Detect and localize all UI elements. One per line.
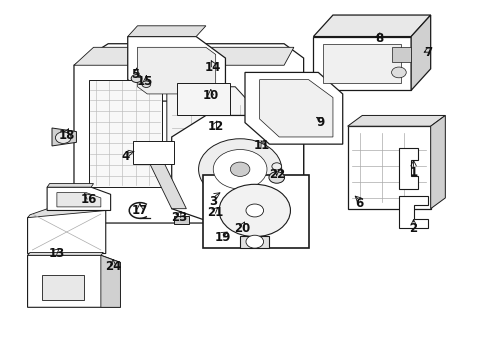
Circle shape — [392, 67, 406, 78]
Polygon shape — [411, 15, 431, 90]
Polygon shape — [57, 193, 101, 207]
Circle shape — [142, 81, 151, 87]
Polygon shape — [128, 26, 206, 37]
Text: 22: 22 — [269, 168, 285, 181]
Polygon shape — [27, 255, 121, 307]
Polygon shape — [174, 216, 189, 224]
Polygon shape — [128, 37, 225, 101]
Polygon shape — [101, 255, 121, 307]
Circle shape — [246, 235, 264, 248]
Text: 18: 18 — [58, 129, 75, 142]
Polygon shape — [431, 116, 445, 209]
Polygon shape — [133, 140, 174, 164]
Text: 6: 6 — [356, 197, 364, 210]
Text: 14: 14 — [205, 60, 221, 73]
Text: 12: 12 — [208, 120, 224, 133]
Polygon shape — [74, 47, 294, 65]
Circle shape — [230, 162, 250, 176]
Polygon shape — [323, 44, 401, 83]
Polygon shape — [47, 187, 111, 211]
Text: 23: 23 — [171, 211, 187, 224]
Polygon shape — [172, 116, 304, 237]
Bar — [203, 175, 309, 248]
Text: 15: 15 — [137, 75, 153, 88]
Polygon shape — [347, 126, 431, 209]
Text: 11: 11 — [254, 139, 270, 152]
Polygon shape — [240, 235, 270, 248]
Circle shape — [198, 139, 282, 200]
Circle shape — [213, 149, 267, 189]
Text: 24: 24 — [105, 260, 121, 273]
Circle shape — [269, 172, 285, 183]
Text: 2: 2 — [410, 222, 417, 235]
Polygon shape — [392, 47, 411, 62]
Polygon shape — [245, 72, 343, 144]
Text: 19: 19 — [215, 231, 231, 244]
Circle shape — [272, 163, 282, 170]
Polygon shape — [399, 148, 418, 189]
Text: 20: 20 — [234, 222, 251, 235]
Polygon shape — [27, 252, 103, 255]
Circle shape — [55, 132, 71, 143]
Polygon shape — [138, 47, 216, 94]
Text: 1: 1 — [410, 166, 417, 179]
Polygon shape — [42, 275, 84, 300]
Polygon shape — [314, 37, 411, 90]
Text: 13: 13 — [49, 247, 65, 260]
Polygon shape — [167, 87, 255, 180]
Circle shape — [246, 204, 264, 217]
Text: 3: 3 — [209, 195, 217, 208]
Polygon shape — [52, 128, 76, 146]
Text: 10: 10 — [203, 89, 219, 102]
Text: 9: 9 — [317, 116, 325, 129]
Circle shape — [131, 75, 142, 82]
Polygon shape — [314, 15, 431, 37]
Text: 17: 17 — [132, 204, 148, 217]
Polygon shape — [147, 158, 186, 209]
Circle shape — [219, 184, 291, 237]
Polygon shape — [176, 83, 230, 116]
Polygon shape — [260, 80, 333, 137]
Text: 5: 5 — [131, 68, 139, 81]
Polygon shape — [27, 208, 108, 218]
Polygon shape — [74, 44, 304, 223]
Polygon shape — [347, 116, 445, 126]
Polygon shape — [89, 80, 162, 187]
Text: 4: 4 — [121, 150, 129, 163]
Polygon shape — [399, 196, 428, 228]
Polygon shape — [47, 184, 94, 187]
Text: 8: 8 — [375, 32, 384, 45]
Text: 16: 16 — [80, 193, 97, 206]
Text: 21: 21 — [208, 206, 224, 219]
Text: 7: 7 — [424, 46, 432, 59]
Polygon shape — [27, 211, 106, 253]
